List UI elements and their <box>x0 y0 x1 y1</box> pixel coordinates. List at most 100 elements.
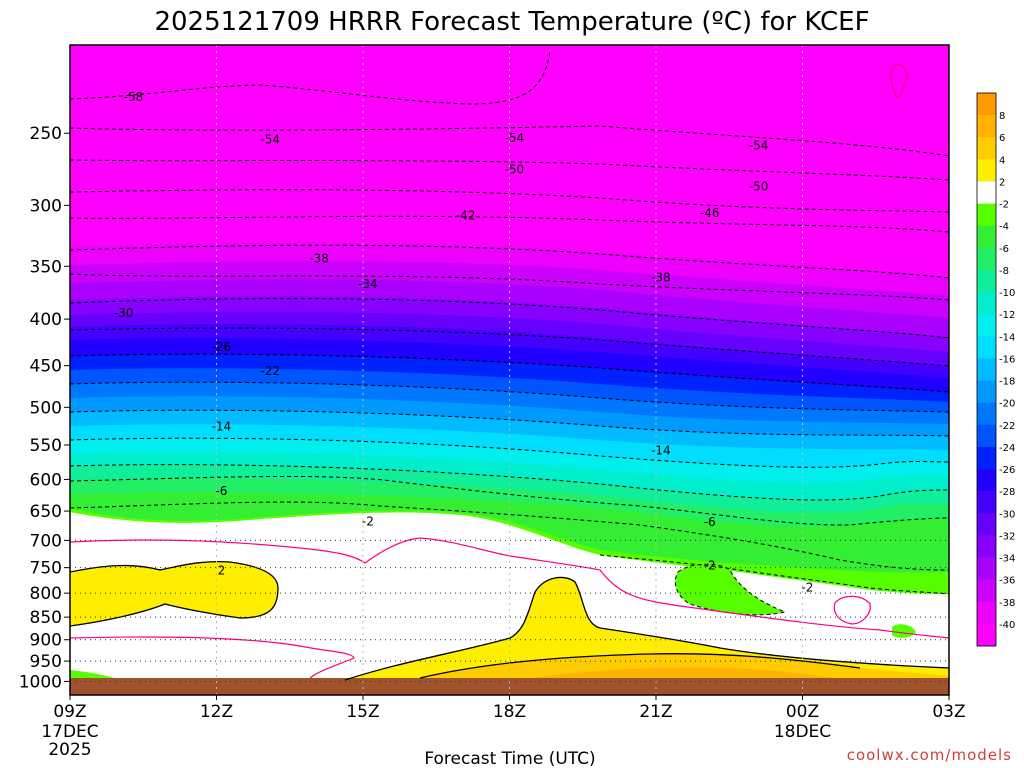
legend-label: -30 <box>999 509 1015 520</box>
contour-label: -50 <box>749 179 769 193</box>
legend-label: -20 <box>999 399 1015 410</box>
contour-line <box>70 560 279 627</box>
x-tick-date: 18DEC <box>774 722 831 742</box>
legend-swatch <box>977 203 996 227</box>
contour-label: -26 <box>212 340 232 354</box>
legend-swatch <box>977 93 996 116</box>
legend-swatch <box>977 225 996 249</box>
grid <box>70 45 949 695</box>
y-tick-label: 1000 <box>19 672 62 692</box>
y-tick-label: 250 <box>30 124 62 144</box>
legend-label: -32 <box>999 531 1015 542</box>
legend-label: 2 <box>999 177 1005 188</box>
isotherm-line <box>70 381 949 413</box>
solid-contours <box>70 560 949 681</box>
isotherm-line <box>70 501 949 571</box>
y-tick-label: 550 <box>30 436 62 456</box>
band-plus4 <box>420 653 949 680</box>
contour-label: -42 <box>456 209 476 223</box>
legend-swatch <box>977 358 996 381</box>
legend-swatch <box>977 336 996 359</box>
legend-label: -12 <box>999 310 1015 321</box>
band-plus2-left <box>70 561 278 626</box>
y-tick-label: 850 <box>30 608 62 628</box>
legend-swatch <box>977 491 996 514</box>
isotherm-line <box>70 464 949 501</box>
legend-swatch <box>977 402 996 426</box>
legend-label: 8 <box>999 111 1005 122</box>
band-plus2-bottom <box>345 577 949 680</box>
contour-label: -46 <box>700 206 720 220</box>
isotherm-line <box>70 159 949 181</box>
legend-swatch <box>977 314 996 337</box>
isotherm-line <box>70 327 949 367</box>
legend-frame <box>976 92 997 647</box>
contour-label: -6 <box>215 484 227 498</box>
y-tick-label: 600 <box>30 470 62 490</box>
legend-label: -18 <box>999 377 1015 388</box>
isotherm-line <box>70 475 949 526</box>
contour-label: -38 <box>309 251 329 265</box>
isotherm-line <box>70 353 949 393</box>
contour-label: -54 <box>505 131 525 145</box>
legend-label: -14 <box>999 332 1015 343</box>
legend-label: -34 <box>999 554 1015 565</box>
legend-label: -22 <box>999 421 1015 432</box>
y-tick-label: 500 <box>30 398 62 418</box>
contour-label: -6 <box>704 515 716 529</box>
contour-line <box>419 653 861 679</box>
legend-swatch <box>977 292 996 315</box>
band-minus2-patch-a <box>675 564 785 615</box>
contour-label: -34 <box>358 277 378 291</box>
contour-label: -30 <box>114 306 134 320</box>
contour-label: -54 <box>260 133 280 147</box>
legend-label: -28 <box>999 487 1015 498</box>
freezing-line <box>70 636 355 679</box>
contour-line <box>344 576 949 681</box>
isotherm-line <box>70 125 949 157</box>
legend-label: -36 <box>999 576 1015 587</box>
x-tick-date: 17DEC <box>41 722 98 742</box>
contour-label: -2 <box>801 581 813 595</box>
x-tick-label: 09Z <box>53 702 86 722</box>
x-tick-label: 18Z <box>493 702 526 722</box>
legend-swatch <box>977 137 996 160</box>
x-tick-label: 00Z <box>786 702 819 722</box>
isotherm-line <box>70 273 949 301</box>
y-tick-label: 900 <box>30 631 62 651</box>
legend-swatch <box>977 380 996 403</box>
contour-label: -2 <box>704 559 716 573</box>
legend-swatch <box>977 159 996 182</box>
legend-swatch <box>977 535 996 558</box>
legend-label: 6 <box>999 133 1005 144</box>
freezing-line <box>890 64 909 99</box>
band-minus2-patch-b <box>892 624 916 638</box>
legend-label: -24 <box>999 443 1015 454</box>
legend-swatch <box>977 601 996 625</box>
ground <box>70 678 949 695</box>
y-tick-label: 800 <box>30 584 62 604</box>
y-tick-label: 750 <box>30 559 62 579</box>
legend-swatch <box>977 579 996 603</box>
freezing-line <box>833 595 871 625</box>
legend-label: -26 <box>999 465 1015 476</box>
x-axis-label: Forecast Time (UTC) <box>424 749 595 768</box>
legend-label: -40 <box>999 620 1015 631</box>
legend-label: -10 <box>999 288 1015 299</box>
plot-area: -58 -54 -54 -54 -50 -50 -46 -42 -38 -38 -34 -30 -26 -… <box>70 45 949 695</box>
x-tick-label: 12Z <box>200 702 233 722</box>
legend-swatch <box>977 557 996 580</box>
isotherm-line <box>70 189 949 213</box>
legend-swatch <box>977 181 996 204</box>
contour-label: -54 <box>749 139 769 153</box>
x-tick-label: 03Z <box>932 702 965 722</box>
isotherm-line <box>70 437 949 468</box>
isotherm-line <box>599 554 949 595</box>
contour-label: -58 <box>124 90 144 104</box>
legend-swatch <box>977 623 996 647</box>
legend-label: 4 <box>999 155 1005 166</box>
y-tick-label: 300 <box>30 196 62 216</box>
y-tick-label: 350 <box>30 257 62 277</box>
